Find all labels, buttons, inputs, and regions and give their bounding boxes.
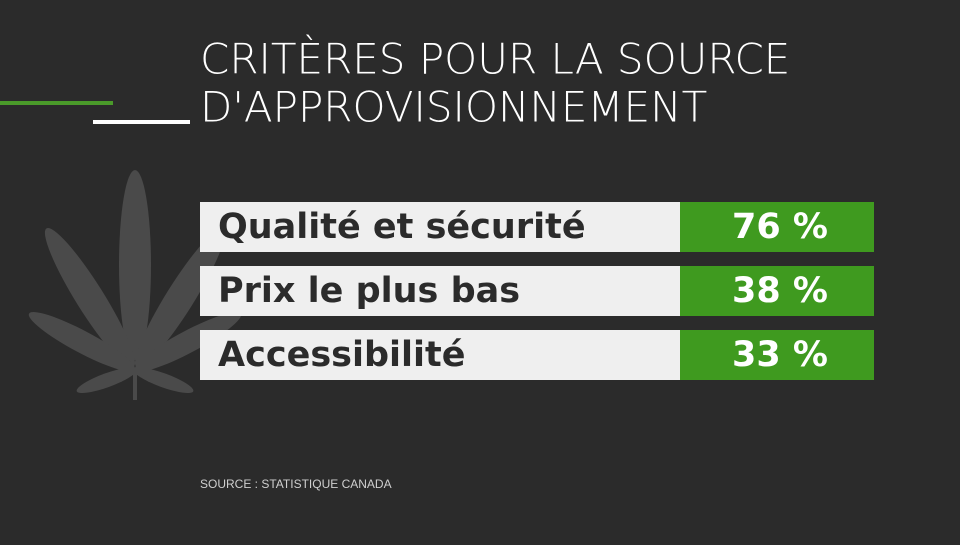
title-line: D'APPROVISIONNEMENT <box>200 83 707 132</box>
row-value: 76 % <box>732 207 828 247</box>
row-label-box <box>200 202 680 252</box>
row-label: Qualité et sécurité <box>218 207 586 247</box>
row-value-box <box>680 266 874 316</box>
row-value-box <box>680 330 874 380</box>
accent-line-white <box>93 120 190 124</box>
title-line: CRITÈRES POUR LA SOURCE <box>200 34 790 84</box>
table: Qualité et sécurité 76 % Prix le plus bas 3… <box>200 202 874 380</box>
accent-line-green <box>0 101 113 105</box>
row-value: 38 % <box>732 271 828 311</box>
row-value: 33 % <box>732 335 828 375</box>
row-value-box <box>680 202 874 252</box>
row-label: Prix le plus bas <box>218 271 520 311</box>
row-label: Accessibilité <box>218 335 466 375</box>
cannabis-leaf <box>28 170 242 400</box>
row-label-box <box>200 266 680 316</box>
source: SOURCE : STATISTIQUE CANADA <box>200 477 392 491</box>
row-label-box <box>200 330 680 380</box>
